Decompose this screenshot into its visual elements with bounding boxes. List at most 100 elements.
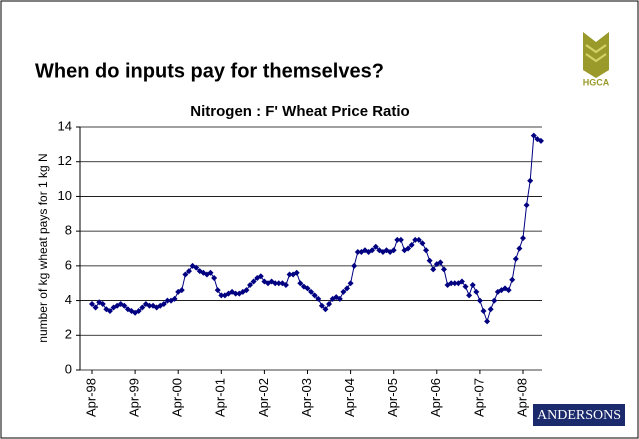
data-point bbox=[408, 242, 415, 249]
data-point bbox=[185, 268, 192, 275]
data-point bbox=[466, 292, 473, 299]
hgca-logo: HGCA bbox=[583, 32, 610, 87]
data-point bbox=[372, 243, 379, 250]
data-point bbox=[520, 235, 526, 242]
y-tick-label: 0 bbox=[65, 361, 72, 376]
data-point bbox=[430, 266, 437, 273]
data-point bbox=[286, 271, 293, 278]
data-point bbox=[318, 302, 325, 309]
data-point bbox=[164, 297, 171, 304]
data-point bbox=[530, 132, 537, 139]
data-point bbox=[426, 257, 433, 264]
slide-title: When do inputs pay for themselves? bbox=[35, 60, 384, 82]
data-point bbox=[308, 288, 315, 295]
data-point bbox=[491, 297, 498, 304]
data-point bbox=[214, 287, 221, 294]
data-point bbox=[211, 275, 218, 282]
data-point bbox=[124, 306, 131, 313]
data-point bbox=[487, 306, 494, 313]
andersons-logo-box bbox=[533, 404, 625, 426]
data-point bbox=[527, 177, 534, 184]
y-tick-label: 6 bbox=[65, 257, 72, 272]
y-tick-label: 4 bbox=[65, 292, 72, 307]
x-tick-label: Apr-98 bbox=[83, 378, 98, 417]
data-point bbox=[412, 236, 419, 243]
logo-stripes bbox=[585, 44, 607, 63]
data-point bbox=[469, 281, 476, 288]
andersons-logo-text: ANDERSONS bbox=[537, 408, 621, 423]
data-point bbox=[451, 280, 458, 287]
data-point bbox=[139, 304, 146, 311]
data-point bbox=[390, 247, 397, 254]
data-point bbox=[344, 285, 351, 292]
y-tick-label: 8 bbox=[65, 223, 72, 238]
x-tick-label: Apr-05 bbox=[385, 378, 400, 417]
x-tick-label: Apr-02 bbox=[256, 378, 271, 417]
data-point bbox=[405, 245, 412, 252]
x-tick-label: Apr-06 bbox=[428, 378, 443, 417]
data-point bbox=[354, 248, 361, 255]
data-point bbox=[394, 236, 401, 243]
data-point bbox=[336, 295, 343, 302]
data-point bbox=[275, 280, 282, 287]
data-point bbox=[512, 255, 519, 262]
data-point bbox=[178, 287, 185, 294]
data-point bbox=[257, 273, 264, 280]
chart-title: Nitrogen : F' Wheat Price Ratio bbox=[190, 103, 409, 120]
data-point bbox=[347, 280, 354, 287]
x-tick-label: Apr-01 bbox=[213, 378, 228, 417]
data-point bbox=[282, 281, 289, 288]
data-point bbox=[397, 236, 404, 243]
data-point bbox=[440, 266, 447, 273]
data-point bbox=[218, 292, 225, 299]
data-point bbox=[315, 295, 322, 302]
x-tick-label: Apr-03 bbox=[299, 378, 314, 417]
x-tick-label: Apr-99 bbox=[127, 378, 142, 417]
data-point bbox=[160, 301, 167, 308]
data-point bbox=[480, 307, 487, 314]
y-tick-label: 10 bbox=[58, 188, 72, 203]
y-axis-label: number of kg wheat pays for 1 kg N bbox=[36, 153, 50, 342]
x-tick-label: Apr-07 bbox=[471, 378, 486, 417]
data-point bbox=[415, 236, 422, 243]
data-point bbox=[146, 302, 153, 309]
data-point bbox=[462, 283, 469, 290]
data-point bbox=[250, 278, 257, 285]
data-point bbox=[272, 280, 279, 287]
data-point bbox=[171, 295, 178, 302]
logo-text: HGCA bbox=[583, 77, 610, 87]
data-point bbox=[476, 297, 483, 304]
data-point bbox=[232, 290, 239, 297]
data-point bbox=[89, 301, 95, 308]
data-point bbox=[106, 307, 113, 314]
data-point bbox=[243, 287, 250, 294]
data-point bbox=[473, 288, 480, 295]
data-point bbox=[247, 281, 254, 288]
data-point bbox=[304, 285, 311, 292]
data-point bbox=[182, 271, 189, 278]
data-point bbox=[311, 292, 318, 299]
x-tick-label: Apr-00 bbox=[170, 378, 185, 417]
data-point bbox=[207, 269, 214, 276]
data-point bbox=[423, 247, 430, 254]
data-point bbox=[293, 269, 300, 276]
data-point bbox=[351, 262, 358, 269]
data-point bbox=[135, 307, 142, 314]
y-tick-label: 2 bbox=[65, 327, 72, 342]
data-point bbox=[326, 301, 333, 308]
data-point bbox=[505, 287, 512, 294]
y-tick-label: 12 bbox=[58, 153, 72, 168]
x-tick-label: Apr-08 bbox=[514, 378, 529, 417]
x-tick-label: Apr-04 bbox=[342, 378, 357, 417]
data-point bbox=[297, 280, 304, 287]
data-point bbox=[340, 288, 347, 295]
data-point bbox=[537, 137, 544, 144]
logo-shield bbox=[583, 32, 609, 78]
data-point bbox=[121, 302, 128, 309]
y-tick-label: 14 bbox=[58, 118, 72, 133]
data-point bbox=[458, 278, 465, 285]
data-point bbox=[516, 245, 523, 252]
data-point bbox=[99, 301, 106, 308]
